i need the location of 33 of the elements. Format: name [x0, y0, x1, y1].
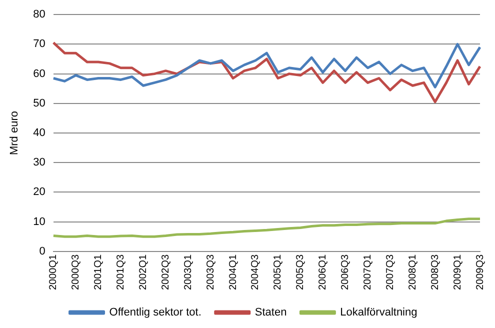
x-tick-label: 2004Q1: [228, 254, 239, 290]
x-tick-label: 2003Q3: [205, 254, 216, 290]
y-tick-label: 70: [33, 38, 46, 50]
x-tick-label: 2007Q1: [362, 254, 374, 290]
x-tick-label: 2003Q1: [182, 254, 194, 290]
x-tick-label: 2008Q3: [430, 254, 441, 290]
legend-label: Staten: [254, 306, 287, 319]
x-tick-label: 2005Q3: [295, 254, 306, 290]
y-tick-label: 10: [33, 216, 46, 228]
y-tick-label: 30: [33, 156, 46, 169]
x-tick-label: 2004Q3: [250, 254, 262, 290]
legend-label: Offentlig sektor tot.: [109, 306, 202, 319]
x-tick-label: 2006Q1: [318, 254, 329, 290]
x-tick-label: 2001Q3: [116, 254, 127, 290]
x-tick-label: 2000Q3: [70, 254, 82, 290]
y-tick-label: 40: [33, 127, 46, 140]
x-tick-label: 2008Q1: [407, 254, 418, 290]
y-tick-label: 60: [33, 68, 46, 80]
x-tick-label: 2002Q1: [138, 254, 149, 290]
y-tick-label: 80: [33, 8, 46, 21]
y-tick-label: 20: [33, 186, 46, 198]
y-axis-title: Mrd euro: [8, 110, 21, 156]
x-tick-label: 2000Q1: [48, 254, 60, 290]
x-tick-label: 2009Q3: [474, 254, 486, 290]
x-tick-label: 2007Q3: [384, 254, 396, 290]
x-tick-label: 2006Q3: [340, 254, 352, 290]
y-tick-label: 0: [39, 245, 46, 258]
x-tick-label: 2002Q3: [160, 254, 172, 290]
y-tick-label: 50: [33, 97, 46, 110]
x-tick-label: 2005Q1: [272, 254, 284, 290]
x-tick-label: 2001Q1: [93, 254, 104, 290]
x-tick-label: 2009Q1: [452, 254, 464, 290]
legend-label: Lokalförvaltning: [340, 306, 418, 319]
